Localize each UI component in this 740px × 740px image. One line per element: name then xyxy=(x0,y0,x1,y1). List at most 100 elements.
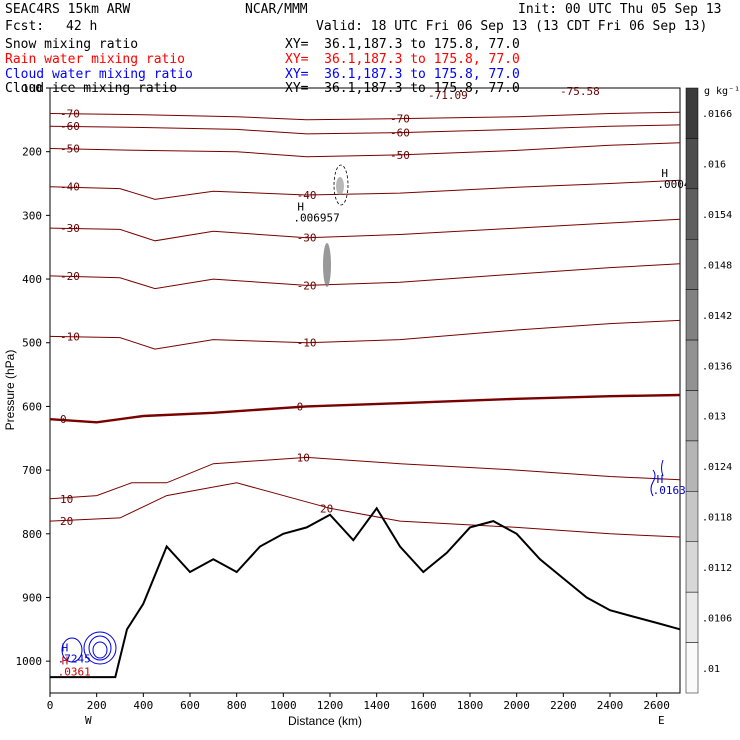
field-xy-snow: XY= 36.1,187.3 to 175.8, 77.0 xyxy=(285,37,520,52)
high-marker: H xyxy=(657,473,664,486)
x-tick-label: 1600 xyxy=(410,699,437,712)
y-axis: 100 200 300 400 500 600 700 800 900 1000 xyxy=(16,82,50,668)
colorbar-swatch xyxy=(685,339,699,391)
extra-label-2: -75.58 xyxy=(560,85,600,98)
y-tick-label: 100 xyxy=(22,82,42,95)
high-marker: H xyxy=(62,642,69,655)
contour-label: -70 xyxy=(390,113,410,126)
colorbar-label: .0148 xyxy=(702,260,732,271)
colorbar-swatch xyxy=(685,138,699,190)
contour-label: -10 xyxy=(297,337,317,350)
colorbar-swatch xyxy=(685,491,699,543)
contour-label: 10 xyxy=(297,451,310,464)
terrain-profile xyxy=(50,506,681,679)
x-tick-label: 1400 xyxy=(363,699,390,712)
contour-line xyxy=(49,482,681,538)
y-tick-label: 500 xyxy=(22,337,42,350)
contour-line xyxy=(49,319,681,350)
colorbar-label: .0112 xyxy=(702,563,732,574)
x-tick-label: 2400 xyxy=(597,699,624,712)
contour-label: -70 xyxy=(60,107,80,120)
contour-line xyxy=(49,111,681,121)
y-tick-label: 800 xyxy=(22,528,42,541)
colorbar-label: .016 xyxy=(702,160,726,171)
plot-frame xyxy=(49,87,681,694)
contour-label: -50 xyxy=(60,143,80,156)
contour-label: 20 xyxy=(320,502,333,515)
colorbar-swatch xyxy=(685,591,699,643)
high-marker-value: .7245 xyxy=(58,653,91,666)
colorbar-label: .0142 xyxy=(702,311,732,322)
contour-label: -60 xyxy=(390,127,410,140)
x-tick-label: 2600 xyxy=(643,699,670,712)
colorbar-label: .01 xyxy=(702,664,720,675)
x-tick-label: 600 xyxy=(180,699,200,712)
contour-label: -30 xyxy=(297,232,317,245)
x-end-left: W xyxy=(85,714,92,727)
colorbar-label: .0124 xyxy=(702,462,732,473)
y-tick-label: 700 xyxy=(22,464,42,477)
cloud-water-contours xyxy=(61,459,664,665)
high-marker: H xyxy=(297,200,304,213)
contour-label: -30 xyxy=(60,222,80,235)
colorbar-swatch xyxy=(685,541,699,593)
cloud-shading xyxy=(61,164,664,665)
colorbar-swatch xyxy=(685,642,699,694)
colorbar-label: .0154 xyxy=(702,210,732,221)
x-tick-label: 1200 xyxy=(317,699,344,712)
contour-label: 20 xyxy=(60,515,73,528)
x-axis: 0 200 400 600 800 1000 1200 1400 1600 1800 2000 220… xyxy=(47,693,670,712)
x-tick-label: 0 xyxy=(47,699,54,712)
contour-label: -10 xyxy=(60,330,80,343)
contour-label: 0 xyxy=(60,413,67,426)
x-tick-label: 400 xyxy=(133,699,153,712)
contour-label: -50 xyxy=(390,149,410,162)
y-tick-label: 1000 xyxy=(16,655,43,668)
colorbar-label: .0136 xyxy=(702,361,732,372)
high-marker-value: .0361 xyxy=(58,665,91,678)
x-tick-label: 2200 xyxy=(550,699,577,712)
colorbar-swatch xyxy=(685,440,699,492)
y-tick-label: 300 xyxy=(22,209,42,222)
model-name: SEAC4RS 15km ARW xyxy=(5,2,131,17)
ice-cloud-blob xyxy=(323,243,331,287)
snow-contour xyxy=(333,164,349,206)
x-end-right: E xyxy=(658,714,665,727)
contour-label: -40 xyxy=(60,181,80,194)
field-name-snow: Snow mixing ratio xyxy=(5,37,139,52)
contour-label: 10 xyxy=(60,493,73,506)
colorbar-unit: g kg⁻¹ xyxy=(704,86,740,97)
org-name: NCAR/MMM xyxy=(245,2,308,17)
contour-line xyxy=(49,124,681,135)
contour-label: -60 xyxy=(60,120,80,133)
contour-label: 0 xyxy=(297,400,304,413)
y-tick-label: 200 xyxy=(22,146,42,159)
contour-label: -20 xyxy=(60,270,80,283)
extra-label-1: -71.09 xyxy=(428,89,468,102)
y-tick-label: 900 xyxy=(22,591,42,604)
contour-line xyxy=(49,263,681,290)
high-marker: H xyxy=(661,167,668,180)
fcst-label: Fcst: xyxy=(5,19,45,34)
x-tick-label: 2000 xyxy=(503,699,530,712)
high-marker: H xyxy=(62,654,69,667)
y-tick-label: 400 xyxy=(22,273,42,286)
colorbar-label: .0166 xyxy=(702,109,732,120)
contour-line xyxy=(49,393,681,424)
colorbar-swatch xyxy=(685,390,699,442)
x-tick-label: 1800 xyxy=(457,699,484,712)
terrain-line xyxy=(50,506,681,679)
y-tick-label: 600 xyxy=(22,400,42,413)
colorbar-label: .0118 xyxy=(702,513,732,524)
x-tick-label: 800 xyxy=(227,699,247,712)
high-marker-value: .006957 xyxy=(293,211,339,224)
x-axis-label: Distance (km) xyxy=(288,714,362,728)
field-name-cloudwater: Cloud water mixing ratio xyxy=(5,67,193,82)
ice-cloud-blob-small xyxy=(336,177,344,195)
y-axis-label: Pressure (hPa) xyxy=(3,350,17,431)
x-tick-label: 1000 xyxy=(270,699,297,712)
colorbar-swatch xyxy=(685,188,699,240)
contour-label: -40 xyxy=(297,189,317,202)
